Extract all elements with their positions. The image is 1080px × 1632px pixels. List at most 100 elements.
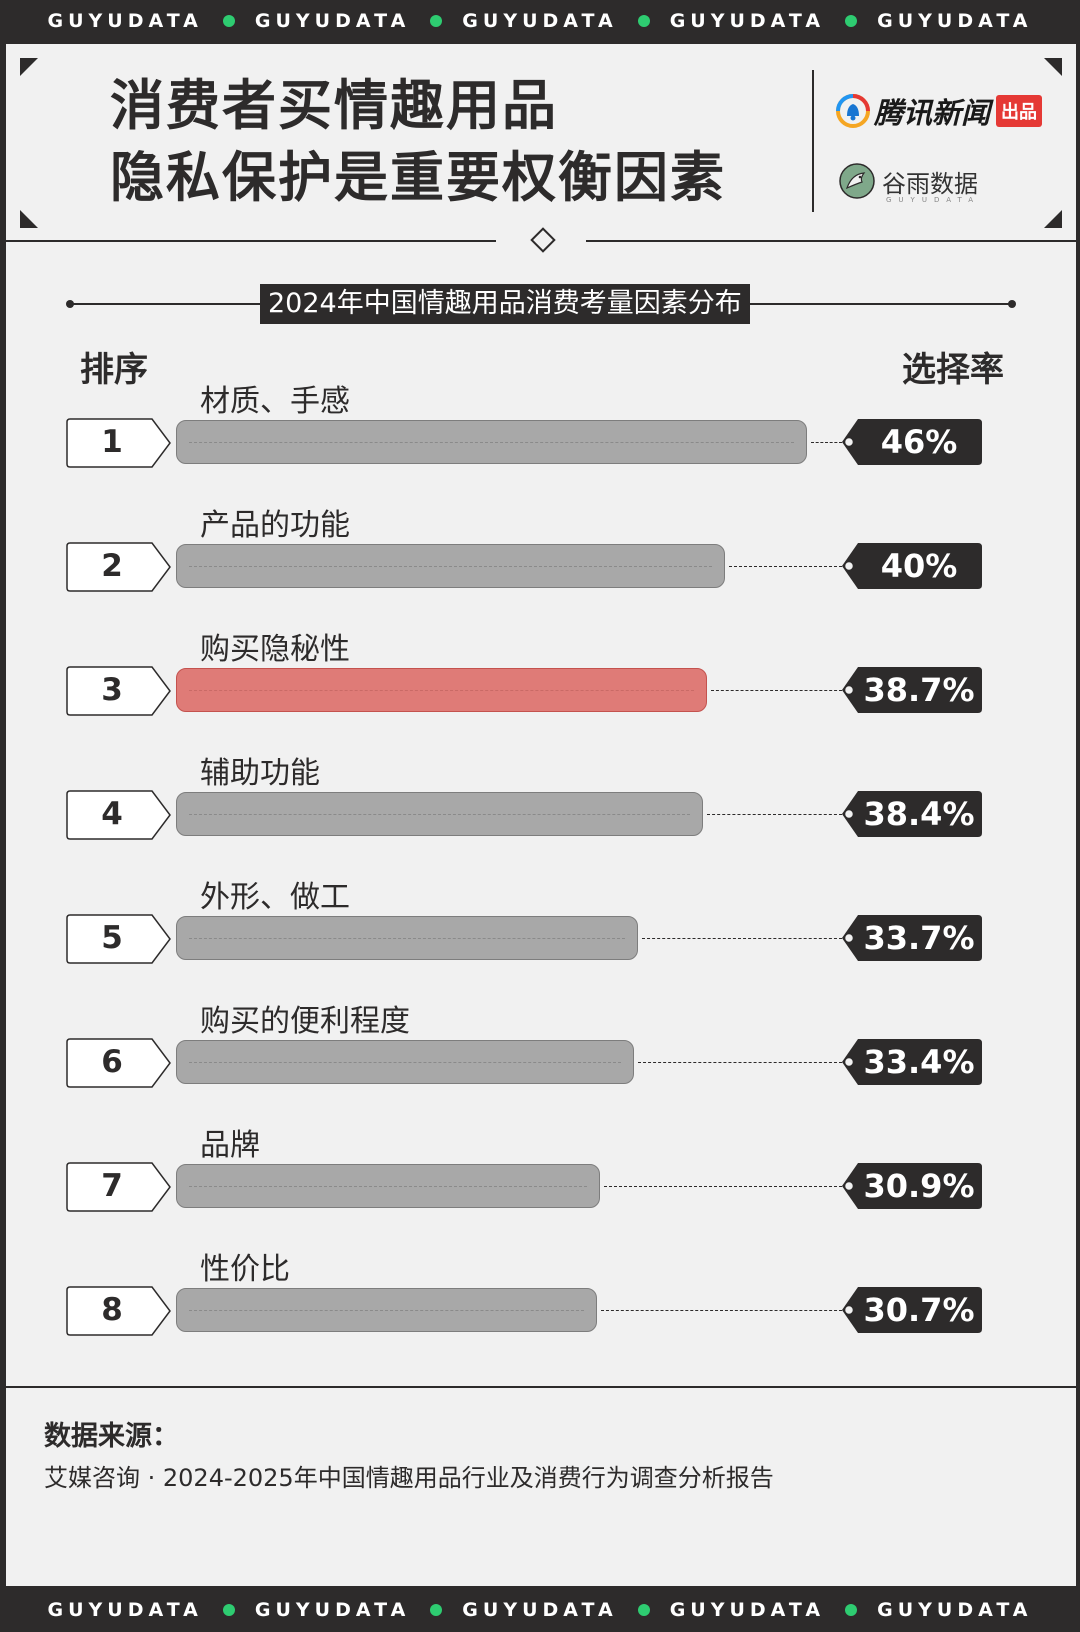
rank-number: 8: [101, 1292, 123, 1328]
value-tag: 38.4%: [842, 791, 982, 837]
rank-tag: 4: [66, 790, 171, 840]
banner-word: GUYUDATA: [47, 1599, 203, 1621]
bar-row: 辅助功能 4 38.4%: [6, 748, 1076, 868]
rank-header: 排序: [80, 350, 148, 390]
banner-word: GUYUDATA: [462, 1599, 618, 1621]
bar-label: 外形、做工: [200, 880, 350, 915]
bar: [176, 668, 707, 712]
header-rule-right: [586, 240, 1076, 242]
banner-word: GUYUDATA: [47, 10, 203, 32]
brand-a-name: 腾讯新闻: [874, 96, 991, 130]
value-tag: 46%: [842, 419, 982, 465]
rank-number: 6: [101, 1044, 123, 1080]
infographic-card: 消费者买情趣用品 隐私保护是重要权衡因素 腾讯新闻 出品 谷雨数据 GUYUDA…: [6, 44, 1076, 1586]
page-title: 消费者买情趣用品 隐私保护是重要权衡因素: [110, 70, 726, 214]
bar-row: 购买的便利程度 6 33.4%: [6, 996, 1076, 1116]
value-tag: 38.7%: [842, 667, 982, 713]
bar: [176, 544, 725, 588]
banner-dot: [222, 15, 235, 27]
banner-dot: [430, 1604, 443, 1616]
rank-number: 7: [101, 1168, 123, 1204]
bar-row: 性价比 8 30.7%: [6, 1244, 1076, 1364]
leader-line: [601, 1310, 842, 1311]
value-tag: 30.9%: [842, 1163, 982, 1209]
value-header: 选择率: [902, 350, 1004, 390]
banner-word: GUYUDATA: [669, 10, 826, 32]
value-label: 33.7%: [863, 919, 975, 957]
rank-tag: 1: [66, 418, 171, 468]
bar-row: 品牌 7 30.9%: [6, 1120, 1076, 1240]
bar-row: 购买隐秘性 3 38.7%: [6, 624, 1076, 744]
leader-line: [706, 814, 842, 815]
top-banner: GUYUDATA GUYUDATA GUYUDATA GUYUDATA GUYUDATA: [0, 0, 1080, 42]
bar-label: 性价比: [200, 1252, 290, 1287]
rank-number: 1: [101, 424, 123, 460]
bar: [176, 1288, 598, 1332]
bar: [176, 792, 703, 836]
brand-a-badge: 出品: [996, 95, 1043, 127]
bar-label: 材质、手感: [200, 384, 350, 419]
bar-label: 辅助功能: [200, 756, 320, 791]
banner-dot: [430, 15, 443, 27]
rank-tag: 5: [66, 914, 171, 964]
header-divider: [812, 70, 814, 212]
rank-tag: 6: [66, 1038, 171, 1088]
bar-label: 购买隐秘性: [200, 632, 350, 667]
rank-tag: 7: [66, 1162, 171, 1212]
brand-b-name: 谷雨数据: [882, 169, 978, 198]
bar-label: 产品的功能: [200, 508, 350, 543]
bar: [176, 916, 639, 960]
value-label: 30.7%: [863, 1291, 975, 1329]
bar-label: 购买的便利程度: [200, 1004, 410, 1039]
value-tag: 33.7%: [842, 915, 982, 961]
banner-dot: [637, 15, 650, 27]
rank-number: 3: [101, 672, 123, 708]
banner-dot: [222, 1604, 235, 1616]
tencent-news-icon: [836, 94, 870, 128]
bottom-banner: GUYUDATA GUYUDATA GUYUDATA GUYUDATA GUYUDATA: [0, 1588, 1080, 1632]
rank-number: 4: [101, 796, 123, 832]
diamond-ornament: [530, 227, 556, 253]
value-label: 30.9%: [863, 1167, 975, 1205]
leader-line: [811, 442, 842, 443]
value-tag: 33.4%: [842, 1039, 982, 1085]
leader-line: [728, 566, 842, 567]
banner-word: GUYUDATA: [669, 1599, 826, 1621]
corner-mark: [20, 210, 38, 228]
value-tag: 30.7%: [842, 1287, 982, 1333]
rank-number: 5: [101, 920, 123, 956]
value-tag: 40%: [842, 543, 982, 589]
title-line-2: 隐私保护是重要权衡因素: [110, 146, 726, 209]
bar-row: 材质、手感 1 46%: [6, 376, 1076, 496]
source-text: 艾媒咨询 · 2024-2025年中国情趣用品行业及消费行为调查分析报告: [44, 1464, 774, 1492]
header: 消费者买情趣用品 隐私保护是重要权衡因素 腾讯新闻 出品 谷雨数据 GUYUDA…: [6, 44, 1076, 253]
footer-rule: [6, 1386, 1076, 1388]
banner-dot: [845, 15, 858, 27]
header-rule-left: [6, 240, 496, 242]
value-label: 46%: [880, 423, 958, 461]
rank-number: 2: [101, 548, 123, 584]
leader-line: [603, 1186, 842, 1187]
banner-word: GUYUDATA: [462, 10, 618, 32]
banner-word: GUYUDATA: [254, 10, 411, 32]
value-label: 38.4%: [863, 795, 975, 833]
corner-mark: [20, 58, 38, 76]
leader-line: [710, 690, 842, 691]
value-label: 38.7%: [863, 671, 975, 709]
banner-word: GUYUDATA: [877, 1599, 1033, 1621]
value-label: 33.4%: [863, 1043, 975, 1081]
bar-row: 外形、做工 5 33.7%: [6, 872, 1076, 992]
brand-b-sub: GUYUDATA: [886, 196, 980, 204]
banner-word: GUYUDATA: [254, 1599, 411, 1621]
bar-label: 品牌: [200, 1128, 260, 1163]
value-label: 40%: [880, 547, 958, 585]
bar: [176, 1040, 635, 1084]
corner-mark: [1044, 58, 1062, 76]
corner-mark: [1044, 210, 1062, 228]
rank-tag: 3: [66, 666, 171, 716]
banner-dot: [637, 1604, 650, 1616]
bar: [176, 420, 807, 464]
banner-dot: [845, 1604, 858, 1616]
chart-title: 2024年中国情趣用品消费考量因素分布: [260, 284, 750, 324]
source-title: 数据来源：: [44, 1421, 179, 1452]
